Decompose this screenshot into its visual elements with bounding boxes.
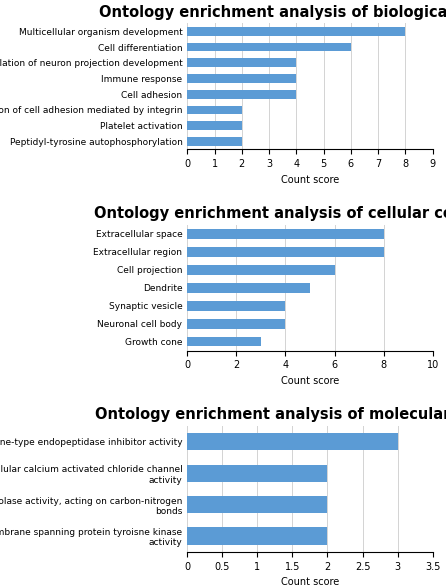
Bar xyxy=(187,464,327,482)
Bar xyxy=(187,283,310,292)
Bar xyxy=(187,90,296,99)
X-axis label: Count score: Count score xyxy=(281,174,339,184)
Bar xyxy=(187,137,242,146)
X-axis label: Count score: Count score xyxy=(281,577,339,587)
Bar xyxy=(187,496,327,513)
X-axis label: Count score: Count score xyxy=(281,376,339,386)
Bar xyxy=(187,106,242,114)
Title: Ontology enrichment analysis of cellular component: Ontology enrichment analysis of cellular… xyxy=(94,206,446,221)
Bar xyxy=(187,527,327,545)
Bar xyxy=(187,43,351,52)
Bar xyxy=(187,59,296,67)
Bar xyxy=(187,74,296,83)
Bar xyxy=(187,433,397,450)
Bar xyxy=(187,27,405,36)
Bar xyxy=(187,229,384,239)
Bar xyxy=(187,301,285,311)
Bar xyxy=(187,122,242,130)
Title: Ontology enrichment analysis of biological process: Ontology enrichment analysis of biologic… xyxy=(99,5,446,19)
Bar xyxy=(187,319,285,329)
Bar xyxy=(187,247,384,257)
Bar xyxy=(187,265,334,275)
Bar xyxy=(187,336,261,346)
Title: Ontology enrichment analysis of molecular function: Ontology enrichment analysis of molecula… xyxy=(95,407,446,422)
